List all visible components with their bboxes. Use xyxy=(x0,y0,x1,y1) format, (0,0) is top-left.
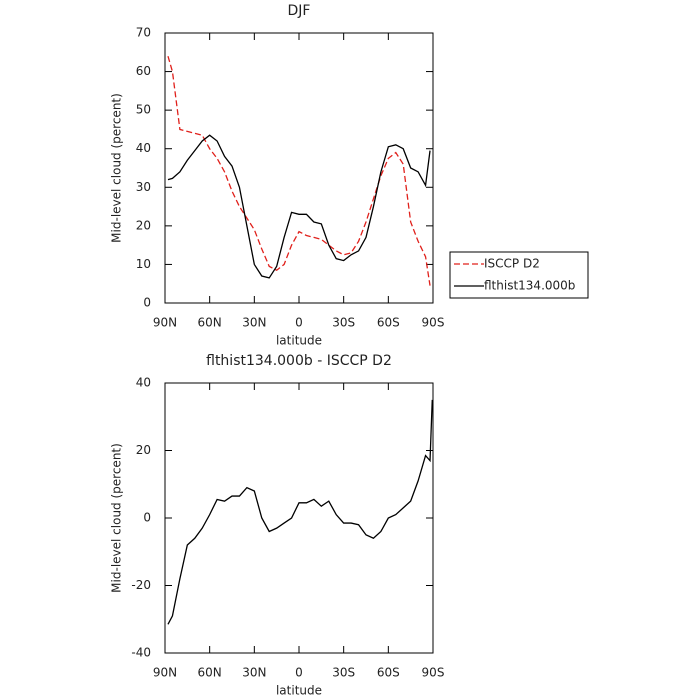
y-tick-label: 20 xyxy=(136,218,151,232)
y-tick-label: 20 xyxy=(136,443,151,457)
y-tick-label: -40 xyxy=(131,646,151,660)
x-tick-label: 30S xyxy=(332,316,355,330)
plot-frame xyxy=(164,382,434,654)
x-tick-label: 30N xyxy=(242,666,266,680)
plot-frame xyxy=(164,32,434,304)
y-tick-label: 10 xyxy=(136,257,151,271)
y-axis-label: Mid-level cloud (percent) xyxy=(110,443,124,593)
legend-label: ISCCP D2 xyxy=(484,257,540,271)
y-tick-label: 40 xyxy=(136,376,151,390)
x-tick-label: 60N xyxy=(198,316,222,330)
chart-title: DJF xyxy=(288,3,311,19)
legend-box xyxy=(449,251,589,299)
x-tick-label: 90S xyxy=(422,666,445,680)
x-tick-label: 0 xyxy=(295,316,303,330)
x-tick-label: 60S xyxy=(377,666,400,680)
y-tick-label: 50 xyxy=(136,103,151,117)
x-tick-label: 0 xyxy=(295,666,303,680)
data-line xyxy=(167,134,431,279)
data-line xyxy=(167,399,433,625)
x-axis-label: latitude xyxy=(276,334,322,348)
legend-label: flthist134.000b xyxy=(484,279,575,293)
y-tick-label: 30 xyxy=(136,180,151,194)
x-tick-label: 90S xyxy=(422,316,445,330)
x-tick-label: 90N xyxy=(153,316,177,330)
y-tick-label: 70 xyxy=(136,26,151,40)
x-tick-label: 60S xyxy=(377,316,400,330)
x-tick-label: 60N xyxy=(198,666,222,680)
x-tick-label: 30N xyxy=(242,316,266,330)
y-tick-label: 60 xyxy=(136,64,151,78)
y-tick-label: 40 xyxy=(136,141,151,155)
y-tick-label: 0 xyxy=(143,296,151,310)
y-axis-label: Mid-level cloud (percent) xyxy=(110,93,124,243)
chart-title: flthist134.000b - ISCCP D2 xyxy=(206,353,392,369)
y-tick-label: -20 xyxy=(131,578,151,592)
x-tick-label: 90N xyxy=(153,666,177,680)
x-axis-label: latitude xyxy=(276,684,322,698)
data-line xyxy=(167,55,431,286)
x-tick-label: 30S xyxy=(332,666,355,680)
y-tick-label: 0 xyxy=(143,511,151,525)
